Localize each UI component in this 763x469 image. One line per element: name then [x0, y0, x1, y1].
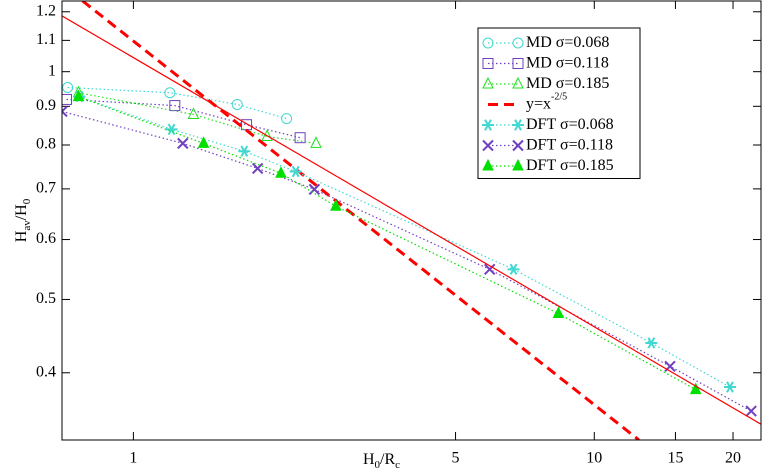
marker — [169, 100, 181, 112]
y-tick-label: 0.6 — [36, 230, 56, 247]
x-axis-label-part: c — [395, 459, 400, 469]
marker — [177, 137, 189, 150]
marker — [261, 129, 273, 141]
series-line — [62, 15, 761, 425]
marker — [512, 139, 524, 152]
marker — [310, 136, 322, 148]
legend-label: MD σ=0.118 — [526, 54, 609, 71]
x-tick-label: 1 — [129, 450, 137, 467]
marker — [197, 136, 210, 148]
legend-label: MD σ=0.185 — [526, 75, 609, 92]
marker — [164, 87, 176, 99]
marker — [507, 263, 520, 276]
marker — [483, 263, 496, 276]
y-axis-label-part: H — [13, 230, 30, 242]
series-line — [62, 110, 752, 412]
legend-label-part: DFT σ=0.068 — [526, 116, 614, 133]
marker — [294, 132, 306, 144]
marker — [62, 93, 73, 105]
marker — [512, 119, 524, 131]
x-tick-label: 20 — [725, 450, 741, 467]
marker — [664, 360, 676, 372]
legend-label-part: MD σ=0.185 — [526, 75, 609, 92]
y-axis-label: Hav/H0 — [13, 198, 33, 242]
marker — [552, 306, 565, 319]
marker — [482, 158, 494, 171]
y-tick-label: 1.2 — [36, 2, 56, 19]
marker — [62, 82, 74, 94]
y-tick-label: 1 — [48, 62, 56, 79]
legend-label: MD σ=0.068 — [526, 34, 609, 51]
marker — [482, 139, 494, 152]
marker — [724, 381, 736, 393]
plot-area — [62, 1, 761, 440]
marker — [512, 37, 524, 49]
marker — [482, 37, 494, 49]
y-tick-label: 0.8 — [36, 136, 56, 153]
marker — [281, 113, 293, 125]
marker — [745, 405, 757, 417]
marker — [251, 162, 264, 175]
series-line — [67, 86, 287, 120]
y-tick-label: 1.1 — [36, 31, 56, 48]
marker — [689, 382, 702, 395]
x-tick-label: 10 — [586, 450, 602, 467]
marker — [289, 165, 302, 178]
y-axis-label-part: /H — [13, 204, 30, 220]
marker — [231, 98, 243, 110]
plot-frame — [61, 0, 762, 441]
series-line — [78, 96, 697, 391]
marker — [482, 119, 494, 131]
marker — [512, 58, 524, 69]
marker — [187, 107, 200, 119]
y-tick-label: 0.5 — [36, 290, 56, 307]
marker — [645, 337, 658, 349]
legend-label-part: DFT σ=0.185 — [526, 157, 614, 174]
marker — [308, 183, 321, 196]
y-tick-label: 0.7 — [36, 180, 56, 197]
legend-label-part: MD σ=0.118 — [526, 54, 609, 71]
marker — [512, 158, 524, 171]
x-axis-label-part: H — [363, 451, 375, 468]
series-line — [81, 1, 640, 440]
marker — [238, 145, 251, 157]
marker — [275, 166, 287, 178]
legend-label: y=x-2/5 — [526, 92, 567, 112]
marker — [165, 123, 178, 136]
x-tick-label: 5 — [452, 450, 460, 467]
marker — [482, 58, 494, 69]
marker — [512, 76, 524, 89]
x-axis-label: H0/Rc — [363, 451, 400, 469]
legend-label: DFT σ=0.185 — [526, 157, 614, 174]
marker — [330, 199, 342, 211]
x-axis-label-part: 0 — [375, 459, 381, 469]
legend-label-part: y=x — [526, 95, 551, 112]
legend-label: DFT σ=0.118 — [526, 136, 613, 153]
y-axis-label-part: av — [21, 220, 33, 231]
marker — [482, 76, 494, 89]
marker — [72, 89, 85, 102]
y-tick-label: 0.4 — [36, 363, 56, 380]
legend-label-part: MD σ=0.068 — [526, 34, 609, 51]
x-tick-label: 15 — [667, 450, 683, 467]
legend-label-part: -2/5 — [551, 92, 567, 103]
y-tick-label: 0.9 — [36, 97, 56, 114]
legend-label: DFT σ=0.068 — [526, 116, 614, 133]
marker — [62, 105, 68, 118]
y-axis-label-part: 0 — [21, 198, 33, 204]
legend-label-part: DFT σ=0.118 — [526, 136, 613, 153]
x-axis-label-part: /R — [380, 451, 395, 468]
